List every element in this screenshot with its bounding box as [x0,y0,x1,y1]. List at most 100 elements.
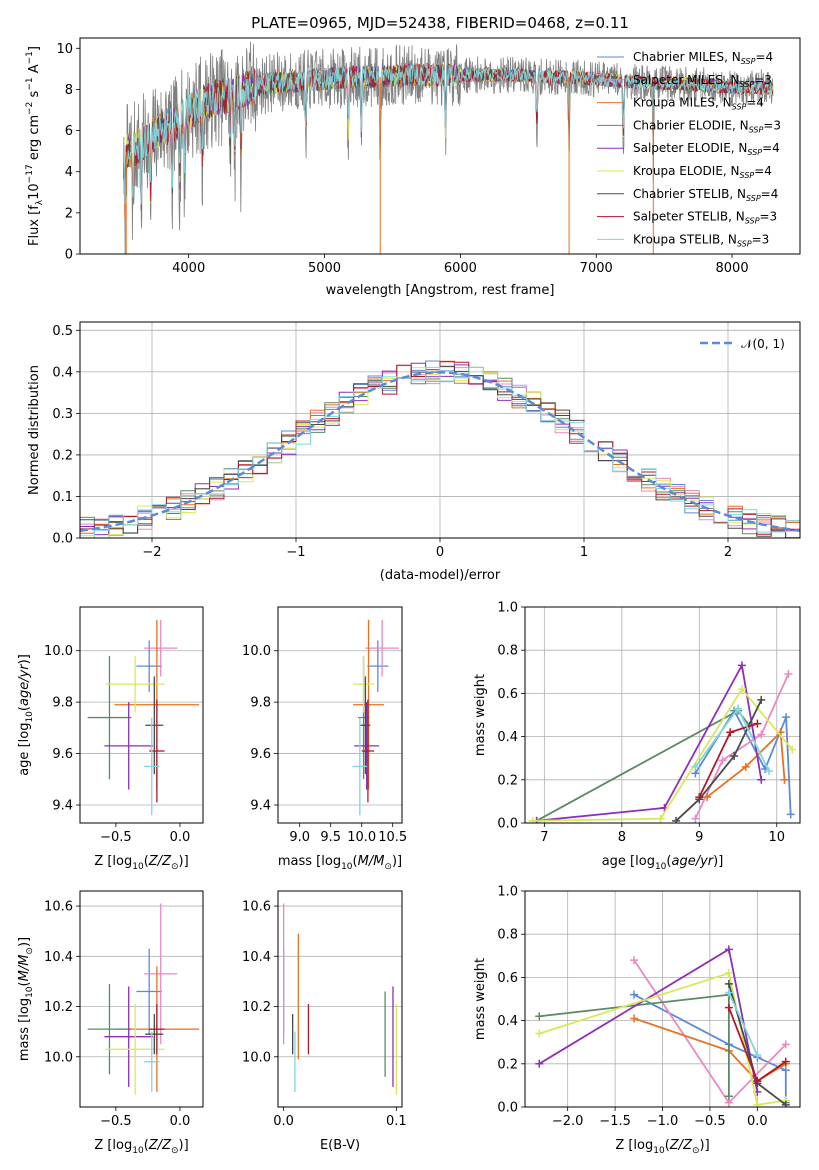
label-part: =4 [762,141,780,155]
legend-entry: Kroupa ELODIE, NSSP=4 [633,164,772,180]
y-tick-label: 0.2 [497,1057,518,1072]
x-tick-label: 5000 [308,261,341,276]
x-axis-label: Z [log10(Z/Z⊙)] [94,854,188,872]
axes-frame [79,37,801,255]
label-part: Flux [f [27,205,42,246]
subscript: SSP [737,239,752,248]
subscript: 10 [25,711,35,723]
axes-frame [79,606,204,824]
point-marker [630,1014,639,1023]
label-part: )] [17,937,32,947]
series-line [532,687,793,822]
label-part: )] [713,854,723,869]
y-tick-label: 0.0 [52,532,73,547]
point-marker [737,685,746,694]
subscript: 10 [25,986,35,998]
y-tick-label: 10 [56,42,73,57]
series-line [633,1017,787,1083]
spectrum-panel: 4000 5000 6000 7000 8000 0 2 4 6 8 10 PLATE=0965, M… [25,14,801,298]
y-tick-label: 10.6 [242,900,271,915]
label-part: ( [353,854,358,869]
age-vs-metallicity-panel: −0.5 0.09.49.69.810.0Z [log10(Z/Z⊙)]age [… [17,606,204,872]
label-part: Kroupa ELODIE, N [633,164,740,178]
x-axis-label: Z [log10(Z/Z⊙)] [94,1138,188,1156]
subscript: ⊙ [25,947,35,955]
y-tick-label: 0.5 [52,324,73,339]
point-marker [730,752,739,761]
label-part: Z [log [94,854,132,869]
y-tick-label: 9.4 [250,799,271,814]
x-axis-label: (data-model)/error [380,568,501,583]
x-tick-label: 0.0 [747,1114,768,1129]
label-part: )] [700,1138,710,1153]
label-part: mass [log [17,998,32,1061]
x-tick-label: −2 [142,545,161,560]
y-tick-label: 10.0 [44,644,73,659]
label-part: Salpeter MILES, N [633,73,740,87]
label-part: =3 [759,210,777,224]
y-tick-label: 0.3 [52,407,73,422]
histograms [80,360,800,538]
label-part: age [log [602,854,655,869]
y-tick-label: 0.2 [497,773,518,788]
x-tick-label: −1 [286,545,305,560]
normal-curve [80,371,800,532]
y-tick-label: 4 [65,165,73,180]
point-marker [781,1057,790,1066]
point-marker [724,969,733,978]
subscript: SSP [740,80,755,89]
x-axis-label: wavelength [Angstrom, rest frame] [326,283,555,298]
superscript: −1 [25,77,35,90]
label-part: Chabrier MILES, N [633,50,741,64]
point-marker [765,767,774,776]
y-tick-label: 9.8 [52,696,73,711]
label-part: mass [log [278,854,341,869]
subscript: SSP [749,125,764,134]
series-line [728,992,759,1056]
y-tick-label: 10.2 [44,1000,73,1015]
point-marker [656,814,665,823]
point-marker [535,1029,544,1038]
point-marker [718,756,727,765]
label-part: =4 [746,96,764,110]
point-marker [734,704,743,713]
y-tick-label: 0.4 [497,730,518,745]
point-marker [630,990,639,999]
series-line [694,673,790,820]
point-marker [753,719,762,728]
superscript: −17 [25,164,35,183]
axes-frame [524,606,801,824]
axes-frame [277,890,403,1108]
point-marker [737,661,746,670]
legend-entry: Kroupa STELIB, NSSP=3 [633,232,769,248]
point-marker [753,1077,762,1086]
weight-lines [535,945,790,1107]
x-tick-label: 0.0 [170,1114,191,1129]
label-part: =3 [754,73,772,87]
x-tick-label: 9.0 [289,830,310,845]
y-tick-label: 10.4 [242,950,271,965]
point-marker [528,816,537,823]
label-part: =3 [763,118,781,132]
legend-entry: 𝒩(0, 1) [741,337,785,351]
label-part: =3 [752,232,770,246]
point-marker [757,730,766,739]
label-part: ( [665,1138,670,1153]
y-tick-label: 10.4 [44,950,73,965]
x-axis-label: Z [log10(Z/Z⊙)] [615,1138,709,1156]
label-part: Salpeter ELODIE, N [633,141,747,155]
histogram-step [80,366,800,538]
x-tick-label: 4000 [172,261,205,276]
superscript: −1 [25,51,35,64]
label-part: ( [17,981,32,986]
point-marker [724,1003,733,1012]
x-tick-label: 10.0 [347,830,376,845]
label-part: age/yr [17,663,32,706]
label-part: )] [392,854,402,869]
subscript: λ [35,199,45,205]
model-spectrum [123,63,774,205]
y-tick-label: 0 [65,248,73,263]
label-part: ( [666,854,671,869]
